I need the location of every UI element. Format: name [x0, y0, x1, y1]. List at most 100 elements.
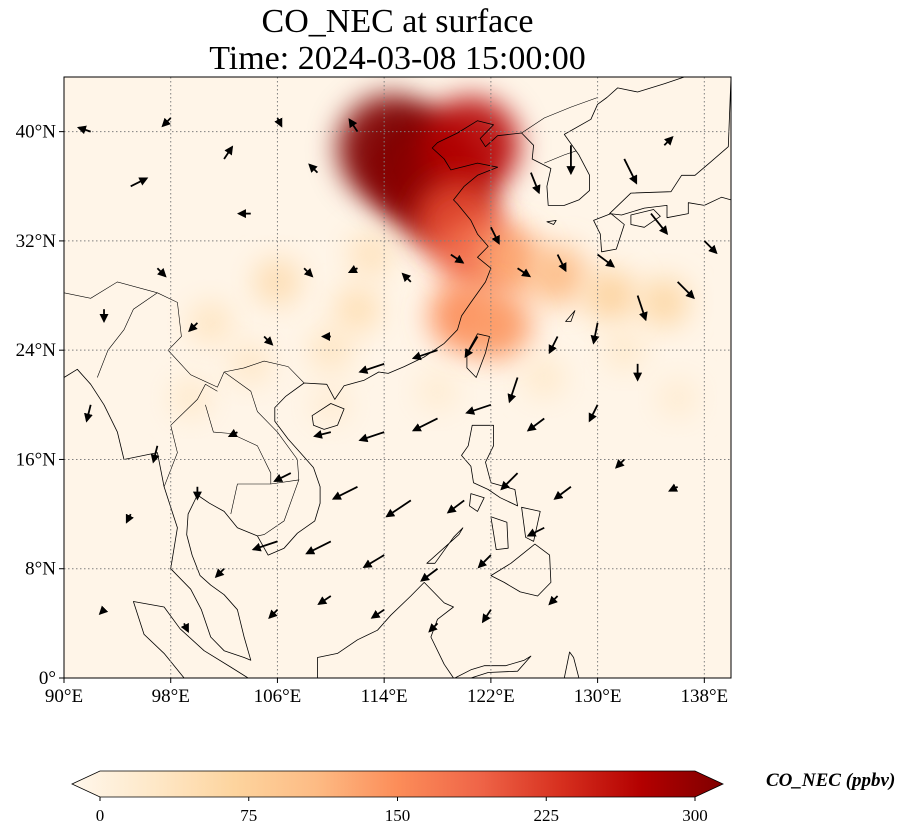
y-tick-label: 8°N — [25, 559, 56, 580]
concentration-patch — [417, 371, 458, 411]
concentration-patch — [464, 292, 532, 360]
concentration-patch — [523, 357, 565, 398]
concentration-patch — [527, 245, 588, 305]
wind-arrow — [615, 458, 625, 469]
coastline-shikoku — [630, 209, 661, 228]
wind-arrow — [273, 472, 292, 482]
wind-arrow — [150, 445, 160, 464]
border-cambodia — [230, 479, 300, 537]
wind-arrow — [588, 404, 599, 423]
wind-arrow — [548, 595, 559, 606]
coastline-luzon — [461, 424, 518, 507]
colorbar-tick-label: 300 — [682, 806, 708, 825]
wind-arrow — [385, 499, 412, 518]
concentration-patch — [639, 277, 690, 328]
wind-arrow — [526, 417, 545, 432]
wind-arrow — [251, 540, 278, 552]
concentration-patch — [229, 342, 272, 385]
wind-arrow — [548, 336, 559, 355]
coastline-samar-leyte — [521, 506, 541, 542]
wind-arrow — [263, 335, 274, 346]
wind-vectors — [76, 117, 718, 633]
wind-arrow — [428, 622, 439, 633]
x-tick-label: 106°E — [254, 686, 302, 707]
wind-arrow — [358, 431, 385, 443]
colorbar-tick-label: 75 — [240, 806, 257, 825]
x-tick-label: 114°E — [361, 686, 408, 707]
wind-arrow — [590, 322, 600, 345]
wind-arrow — [530, 172, 541, 195]
coastline-palawan — [426, 527, 464, 564]
concentration-patch — [311, 385, 351, 425]
wind-arrow — [507, 377, 519, 404]
colorbar-gradient — [71, 770, 724, 798]
border-china-vietnam — [224, 360, 305, 384]
wind-arrow — [450, 253, 465, 264]
coastline-panay-negros — [490, 516, 509, 550]
wind-arrow — [370, 608, 385, 619]
coastline-sulawesi — [454, 655, 532, 678]
wind-arrow — [358, 362, 385, 374]
wind-arrow — [362, 554, 385, 568]
coastline-mindoro — [469, 493, 485, 512]
concentration-patch — [422, 96, 520, 194]
wind-arrow — [180, 622, 189, 633]
y-tick-label: 24°N — [16, 340, 57, 361]
wind-arrow — [308, 163, 319, 174]
axis-ticks: 90°E 98°E 106°E 114°E 122°E 130°E 138°E 0° 8°N 16… — [16, 122, 729, 707]
coastlines — [64, 77, 731, 678]
gridlines — [64, 77, 731, 678]
colorbar-ticks: 0 75 150 225 300 — [96, 797, 708, 825]
wind-arrow — [490, 226, 500, 245]
wind-arrow — [227, 428, 238, 437]
wind-arrow — [214, 568, 225, 579]
map-frame — [63, 76, 732, 679]
border-laos-vietnam — [223, 371, 300, 480]
wind-arrow — [623, 158, 638, 185]
wind-arrow — [223, 145, 234, 160]
wind-arrow — [268, 609, 279, 619]
map-axes: 90°E 98°E 106°E 114°E 122°E 130°E 138°E 0° 8°N 16… — [16, 76, 732, 707]
coastline-jeju — [546, 219, 557, 225]
concentration-patch — [170, 377, 212, 419]
wind-arrow — [703, 240, 718, 255]
y-tick-label: 0° — [39, 668, 56, 689]
concentration-patch — [309, 328, 353, 372]
wind-arrow — [130, 177, 149, 188]
wind-arrow — [274, 117, 283, 128]
wind-arrow — [305, 540, 332, 555]
colorbar-tick-label: 0 — [96, 806, 105, 825]
concentration-patch — [584, 269, 637, 322]
wind-arrow — [526, 526, 545, 537]
wind-arrow — [663, 136, 674, 146]
border-korea-dmz — [544, 150, 577, 164]
concentration-patch — [348, 232, 394, 277]
x-tick-label: 90°E — [45, 686, 83, 707]
map-title: CO_NEC at surface — [261, 3, 534, 40]
wind-arrow — [668, 483, 679, 492]
x-tick-label: 98°E — [152, 686, 190, 707]
colorbar-tick-label: 150 — [385, 806, 411, 825]
x-tick-label: 130°E — [574, 686, 622, 707]
coastline-asia-mainland — [64, 77, 685, 661]
y-tick-label: 40°N — [16, 122, 57, 143]
wind-arrow — [553, 486, 572, 500]
colorbar: 0 75 150 225 300 — [71, 770, 724, 825]
map-timestamp: Time: 2024-03-08 15:00:00 — [209, 40, 586, 77]
wind-arrow — [420, 568, 439, 582]
colorbar-label: CO_NEC (ppbv) — [766, 770, 896, 791]
border-laos-thailand — [205, 404, 272, 484]
wind-arrow — [650, 213, 669, 235]
coastline-sumatra — [132, 601, 249, 678]
concentration-patch — [478, 229, 544, 294]
colorbar-tick-label: 225 — [534, 806, 560, 825]
y-tick-label: 32°N — [16, 231, 57, 252]
wind-arrow — [517, 267, 532, 278]
wind-arrow — [317, 595, 332, 606]
coastline-ryukyu — [565, 310, 576, 322]
concentration-patch — [657, 378, 698, 418]
x-tick-label: 122°E — [467, 686, 515, 707]
wind-arrow — [477, 554, 492, 569]
coastline-honshu — [609, 77, 731, 219]
border-himalaya — [64, 281, 158, 299]
